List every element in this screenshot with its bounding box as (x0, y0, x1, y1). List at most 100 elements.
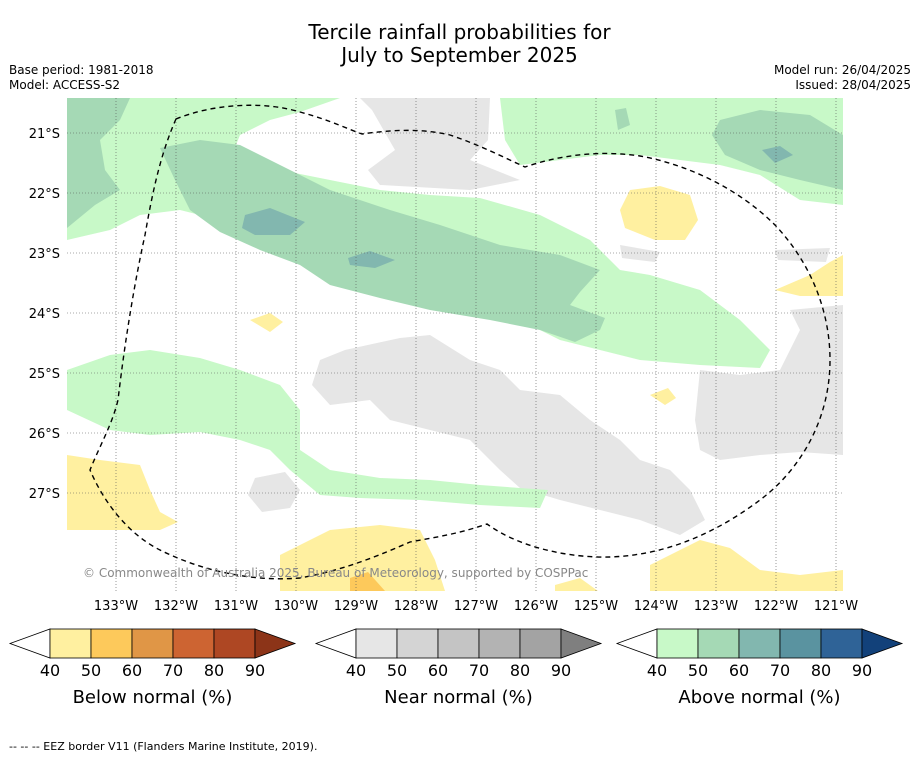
colorbar-segment (738, 628, 781, 659)
lat-label: 24°S (29, 307, 60, 322)
title-line-1: Tercile rainfall probabilities for (308, 20, 611, 44)
above-normal-region (762, 146, 793, 163)
colorbar-tick: 50 (81, 661, 101, 680)
copyright-notice: © Commonwealth of Australia 2025, Bureau… (83, 566, 588, 580)
longitude-labels: 133°W 132°W 131°W 130°W 129°W 128°W 127°W 126°W… (94, 599, 858, 614)
colorbar-segment (172, 628, 215, 659)
near-normal-region (775, 248, 830, 262)
below-normal-region (620, 186, 698, 240)
below-normal-region (280, 525, 445, 591)
lon-label: 130°W (274, 599, 318, 614)
colorbar-tick: 40 (346, 661, 366, 680)
colorbar-label: Above normal (%) (678, 687, 840, 708)
base-period: Base period: 1981-2018 (9, 63, 154, 77)
colorbar-min-extend (314, 628, 357, 659)
colorbar-tick: 50 (688, 661, 708, 680)
above-normal-region (160, 140, 605, 342)
colorbar-tick: 60 (122, 661, 142, 680)
lon-label: 121°W (814, 599, 858, 614)
colorbar-segment (131, 628, 174, 659)
colorbar-tick: 40 (647, 661, 667, 680)
lat-label: 25°S (29, 367, 60, 382)
colorbar-label: Below normal (%) (73, 687, 233, 708)
below-normal-region (67, 455, 178, 530)
colorbar-tick: 60 (428, 661, 448, 680)
near-normal-region (695, 305, 843, 460)
below-normal-region (350, 572, 385, 591)
colorbar-tick: 80 (811, 661, 831, 680)
title-line-2: July to September 2025 (341, 43, 578, 67)
colorbar-tick: 80 (204, 661, 224, 680)
lon-label: 123°W (694, 599, 738, 614)
lat-label: 26°S (29, 427, 60, 442)
colorbar-tick: 70 (770, 661, 790, 680)
colorbar-segment (355, 628, 398, 659)
colorbar-tick: 70 (163, 661, 183, 680)
colorbar-max-extend (861, 628, 904, 659)
colorbar-segment (779, 628, 822, 659)
below-normal-region (775, 255, 843, 296)
below-normal-region (555, 578, 598, 591)
colorbar: 40 50 60 70 80 90 Below normal (%) (8, 628, 297, 708)
colorbar-segment (49, 628, 92, 659)
colorbar-segment (697, 628, 740, 659)
above-normal-region (242, 208, 305, 235)
latitude-labels: 21°S 22°S 23°S 24°S 25°S 26°S 27°S (29, 127, 60, 502)
lat-label: 22°S (29, 187, 60, 202)
colorbar-segment (519, 628, 562, 659)
colorbar-segment (90, 628, 133, 659)
above-normal-region (67, 350, 548, 508)
lon-label: 125°W (574, 599, 618, 614)
colorbar-tick: 90 (852, 661, 872, 680)
model-name: Model: ACCESS-S2 (9, 78, 121, 92)
lat-label: 21°S (29, 127, 60, 142)
near-normal-region (312, 335, 705, 535)
colorbar-segment (478, 628, 521, 659)
below-normal-region (250, 313, 283, 332)
gridlines (67, 98, 843, 591)
lon-label: 126°W (514, 599, 558, 614)
colorbar-segment (437, 628, 480, 659)
colorbar-segment (820, 628, 863, 659)
near-normal-region (248, 472, 300, 512)
lon-label: 127°W (454, 599, 498, 614)
colorbar-tick: 40 (40, 661, 60, 680)
colorbar-tick: 80 (510, 661, 530, 680)
near-normal-region (360, 98, 520, 190)
issued-date: Issued: 28/04/2025 (795, 78, 911, 92)
colorbar-min-extend (615, 628, 658, 659)
lon-label: 122°W (754, 599, 798, 614)
near-normal-region (620, 245, 660, 262)
colorbar: 40 50 60 70 80 90 Near normal (%) (314, 628, 603, 708)
lon-label: 129°W (334, 599, 378, 614)
colorbar-tick: 60 (729, 661, 749, 680)
model-run: Model run: 26/04/2025 (773, 63, 911, 77)
below-normal-region (650, 540, 843, 591)
colorbar-tick: 70 (469, 661, 489, 680)
colorbar-max-extend (254, 628, 297, 659)
probability-fields (67, 98, 843, 591)
lon-label: 128°W (394, 599, 438, 614)
lon-label: 132°W (154, 599, 198, 614)
colorbar-max-extend (560, 628, 603, 659)
colorbar-tick: 90 (551, 661, 571, 680)
below-normal-region (650, 388, 676, 405)
colorbar-segment (656, 628, 699, 659)
lat-label: 27°S (29, 487, 60, 502)
lon-label: 131°W (214, 599, 258, 614)
colorbar-segment (396, 628, 439, 659)
above-normal-region (67, 98, 130, 228)
lon-label: 133°W (94, 599, 138, 614)
lon-label: 124°W (634, 599, 678, 614)
colorbar-min-extend (8, 628, 51, 659)
above-normal-region (348, 251, 395, 268)
above-normal-region (615, 108, 630, 130)
eez-legend-note: -- -- -- EEZ border V11 (Flanders Marine… (9, 740, 318, 753)
lat-label: 23°S (29, 247, 60, 262)
eez-border (89, 104, 831, 580)
colorbar-tick: 50 (387, 661, 407, 680)
colorbar-segment (213, 628, 256, 659)
colorbar-tick: 90 (245, 661, 265, 680)
colorbar: 40 50 60 70 80 90 Above normal (%) (615, 628, 904, 708)
